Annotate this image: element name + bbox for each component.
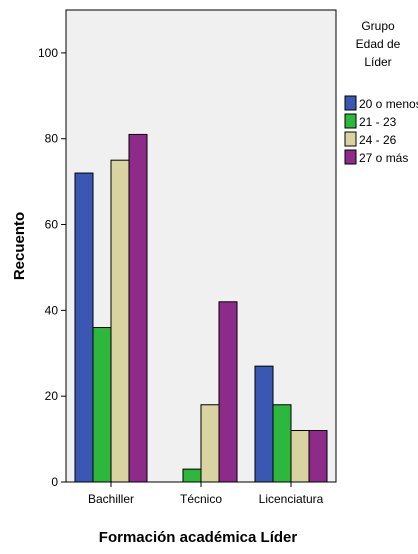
legend-title-line-2: Edad de [356,37,401,51]
bar [182,468,202,483]
y-tick-label: 20 [45,389,59,403]
legend-title-line-1: Grupo [361,19,395,33]
y-tick-label: 80 [45,132,59,146]
bar [110,159,130,483]
legend-swatch [344,95,357,111]
legend-swatch [344,149,357,165]
bar [200,404,220,483]
x-axis-title: Formación académica Líder [99,529,298,546]
y-axis-title: Recuento [11,212,28,280]
bar [290,430,310,483]
legend-items: 20 o menos 21 - 23 24 - 26 27 o más [344,95,418,165]
legend-swatch [344,131,357,147]
legend-label: 20 o menos [359,97,418,111]
legend-swatch [344,113,357,129]
legend-label: 21 - 23 [359,115,397,129]
y-tick-label: 60 [45,218,59,232]
bar [218,301,238,483]
bar [272,404,292,483]
y-tick-label: 100 [38,46,58,60]
legend-label: 24 - 26 [359,133,397,147]
bar [92,327,112,483]
x-axis: Bachiller Técnico Licenciatura [88,482,324,506]
legend-title-line-3: Líder [364,55,391,69]
y-axis: 0 20 40 60 80 100 [38,46,66,489]
bar [128,133,148,483]
y-tick-label: 0 [51,475,58,489]
legend: Grupo Edad de Líder 20 o menos 21 - 23 24 … [344,19,418,165]
x-tick-label: Licenciatura [259,492,324,506]
x-tick-label: Técnico [180,492,222,506]
bar [74,172,94,483]
x-tick-label: Bachiller [88,492,134,506]
legend-label: 27 o más [359,151,408,165]
bar [308,430,328,483]
y-tick-label: 40 [45,303,59,317]
bar [254,365,274,483]
bars-group [74,133,328,483]
